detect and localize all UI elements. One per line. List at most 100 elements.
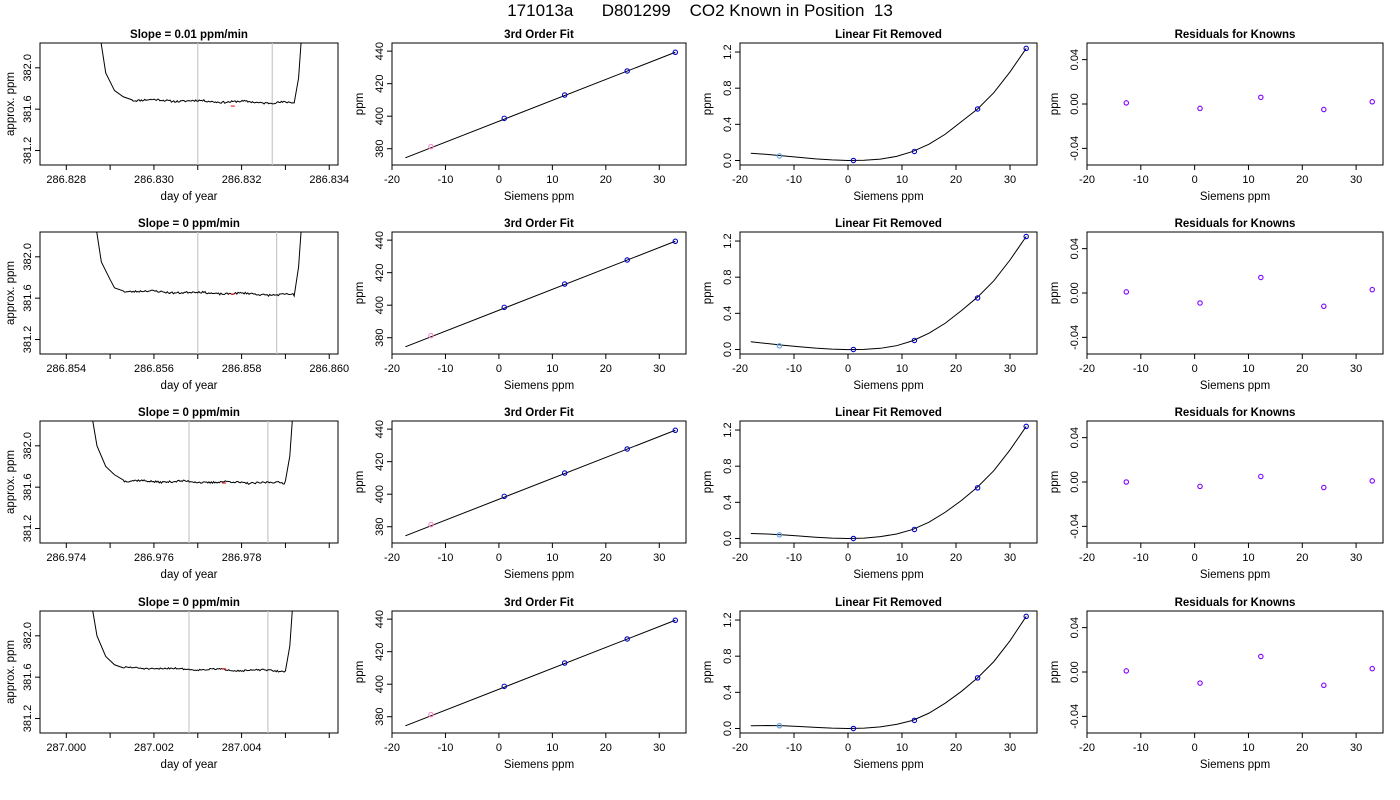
x-tick-label: 0 — [1192, 552, 1198, 564]
x-tick-label: 0 — [1192, 742, 1198, 754]
y-tick-label: 381.6 — [22, 95, 34, 123]
x-tick-label: 10 — [546, 742, 558, 754]
y-tick-label: 1.2 — [722, 44, 734, 59]
y-tick-label: 400 — [374, 675, 386, 693]
y-tick-label: 381.2 — [22, 137, 34, 165]
x-tick-label: 10 — [896, 552, 908, 564]
y-tick-label: 382.0 — [22, 432, 34, 460]
x-tick-label: 30 — [1350, 363, 1362, 375]
x-axis-label: Siemens ppm — [853, 569, 923, 581]
y-tick-label: 420 — [374, 452, 386, 470]
plot-frame — [1086, 420, 1384, 544]
data-point — [1321, 106, 1327, 113]
panel-title: Residuals for Knowns — [1175, 29, 1296, 41]
y-tick-label: 380 — [374, 140, 386, 158]
x-tick-label: 20 — [600, 552, 612, 564]
fit-line — [405, 51, 676, 159]
x-tick-label: -20 — [1079, 552, 1095, 564]
data-point — [501, 683, 508, 690]
data-point — [1123, 479, 1130, 485]
data-point — [850, 535, 857, 542]
panel-title: Residuals for Knowns — [1175, 597, 1296, 609]
data-point — [1023, 45, 1029, 52]
x-tick-label: 0 — [496, 742, 502, 754]
data-point — [1023, 613, 1029, 620]
y-tick-label: 0.4 — [722, 495, 734, 510]
x-tick-label: 20 — [1296, 363, 1308, 375]
panel-title: Linear Fit Removed — [835, 218, 942, 230]
y-axis-label: ppm — [1049, 93, 1061, 115]
x-tick-label: 10 — [546, 552, 558, 564]
panel-r4c1: Slope = 0 ppm/min 287.000 287.002 287.004 38… — [5, 597, 339, 771]
fit-line — [405, 240, 676, 348]
data-point — [624, 446, 630, 452]
x-tick-label: 10 — [896, 363, 908, 375]
y-tick-label: 381.6 — [22, 473, 34, 501]
y-axis-label: ppm — [702, 282, 714, 304]
x-tick-label: -20 — [1079, 742, 1095, 754]
x-tick-label: -10 — [1133, 363, 1149, 375]
data-point — [850, 157, 857, 164]
x-axis-label: day of year — [161, 759, 218, 771]
data-point — [911, 717, 918, 724]
plot-area — [405, 49, 679, 159]
x-tick-label: -10 — [438, 363, 454, 375]
figure-title: 171013a D801299 CO2 Known in Position 13 — [507, 1, 893, 20]
plot-area — [1123, 653, 1375, 689]
x-tick-label: 10 — [896, 742, 908, 754]
plot-area — [1123, 94, 1375, 113]
plot-frame — [1086, 610, 1384, 734]
data-point — [911, 526, 918, 533]
y-tick-label: 400 — [374, 485, 386, 503]
panel-r3c2: 3rd Order Fit -20 -10 0 10 20 30 380 400 420 440 Si… — [354, 407, 687, 581]
panel-title: Slope = 0 ppm/min — [138, 407, 240, 419]
y-tick-label: 380 — [374, 329, 386, 347]
fit-line — [405, 429, 676, 537]
y-tick-label: 0.0 — [722, 342, 734, 357]
y-tick-label: 400 — [374, 296, 386, 314]
y-tick-label: 420 — [374, 642, 386, 660]
y-tick-label: -0.04 — [1069, 136, 1081, 161]
x-tick-label: -10 — [438, 742, 454, 754]
y-tick-label: 0.00 — [1069, 661, 1081, 682]
y-axis-label: ppm — [702, 93, 714, 115]
x-tick-label: 20 — [1296, 174, 1308, 186]
panel-title: Slope = 0 ppm/min — [138, 597, 240, 609]
x-tick-label: 10 — [896, 174, 908, 186]
plot-area — [750, 45, 1029, 164]
y-tick-label: -0.04 — [1069, 514, 1081, 539]
x-tick-label: 286.978 — [222, 552, 262, 564]
y-tick-label: 381.6 — [22, 284, 34, 312]
y-axis-label: ppm — [702, 471, 714, 493]
x-tick-label: 20 — [950, 363, 962, 375]
y-tick-label: 381.2 — [22, 515, 34, 543]
plot-frame — [1086, 42, 1384, 166]
x-tick-label: 286.830 — [134, 174, 174, 186]
data-point — [1023, 423, 1029, 430]
fit-line — [405, 619, 676, 727]
x-tick-label: -10 — [1133, 174, 1149, 186]
data-point — [672, 427, 679, 434]
plot-frame — [391, 231, 687, 355]
data-point — [624, 636, 630, 642]
data-point — [561, 281, 568, 287]
x-tick-label: 20 — [950, 552, 962, 564]
x-tick-label: 286.828 — [46, 174, 86, 186]
x-axis-label: Siemens ppm — [1200, 380, 1270, 392]
plot-frame — [391, 420, 687, 544]
panel-r4c4: Residuals for Knowns -20 -10 0 10 20 30 -0.04 0.… — [1049, 597, 1384, 771]
x-tick-label: -10 — [438, 552, 454, 564]
panel-r1c4: Residuals for Knowns -20 -10 0 10 20 30 -0.04 0.… — [1049, 29, 1384, 203]
data-point — [1258, 94, 1264, 101]
y-tick-label: 0.00 — [1069, 471, 1081, 492]
data-point — [1321, 682, 1327, 689]
x-axis-label: Siemens ppm — [1200, 191, 1270, 203]
data-point — [428, 332, 434, 339]
x-tick-label: 20 — [1296, 552, 1308, 564]
data-point — [428, 521, 434, 528]
x-tick-label: 0 — [1192, 174, 1198, 186]
x-tick-label: 30 — [1350, 174, 1362, 186]
panel-r1c3: Linear Fit Removed -20 -10 0 10 20 30 0.0 0.4 0.8… — [702, 29, 1038, 203]
data-point — [1197, 680, 1203, 686]
